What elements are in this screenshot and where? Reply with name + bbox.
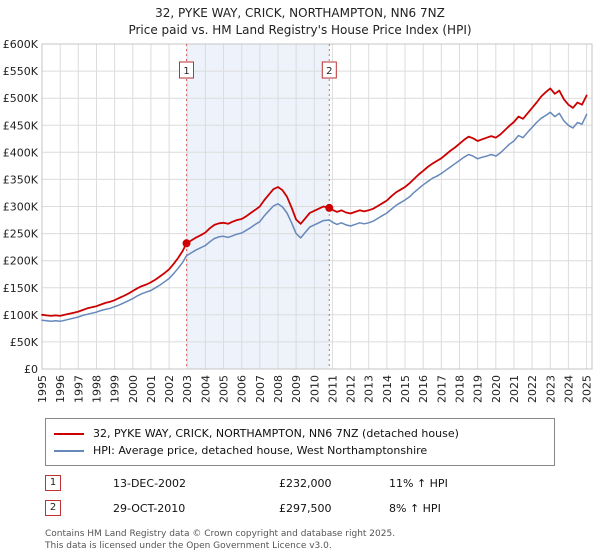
svg-text:£400K: £400K <box>3 146 39 159</box>
attribution-line-1: Contains HM Land Registry data © Crown c… <box>45 529 396 539</box>
chart-legend: 32, PYKE WAY, CRICK, NORTHAMPTON, NN6 7N… <box>45 418 555 466</box>
svg-text:2025: 2025 <box>581 375 594 403</box>
svg-text:£300K: £300K <box>3 201 39 214</box>
svg-text:£100K: £100K <box>3 309 39 322</box>
svg-text:1998: 1998 <box>91 375 104 403</box>
svg-text:2007: 2007 <box>254 375 267 403</box>
svg-text:£450K: £450K <box>3 119 39 132</box>
svg-text:£550K: £550K <box>3 65 39 78</box>
svg-text:2014: 2014 <box>381 375 394 403</box>
svg-text:£350K: £350K <box>3 173 39 186</box>
svg-text:1997: 1997 <box>72 375 85 403</box>
svg-text:£600K: £600K <box>3 38 39 51</box>
svg-text:£200K: £200K <box>3 255 39 268</box>
legend-label-price-paid: 32, PYKE WAY, CRICK, NORTHAMPTON, NN6 7N… <box>93 427 459 440</box>
attribution-footer: Contains HM Land Registry data © Crown c… <box>45 528 600 552</box>
svg-text:£150K: £150K <box>3 282 39 295</box>
grid <box>41 43 592 370</box>
series-lines <box>41 87 588 323</box>
svg-text:2023: 2023 <box>544 375 557 403</box>
transaction-2-hpi-change: 8% ↑ HPI <box>389 501 441 515</box>
svg-text:2018: 2018 <box>454 375 467 403</box>
svg-text:2011: 2011 <box>326 375 339 403</box>
chart-subtitle: Price paid vs. HM Land Registry's House … <box>128 23 472 37</box>
transaction-row-1: 1 13-DEC-2002 £232,000 11% ↑ HPI <box>45 475 600 491</box>
svg-text:£0: £0 <box>24 363 38 376</box>
svg-text:2012: 2012 <box>345 375 358 403</box>
svg-text:£500K: £500K <box>3 92 39 105</box>
svg-text:2020: 2020 <box>490 375 503 403</box>
svg-text:2010: 2010 <box>308 375 321 403</box>
svg-text:2006: 2006 <box>236 375 249 403</box>
hpi-line-swatch <box>54 449 84 452</box>
svg-text:2022: 2022 <box>526 375 539 403</box>
y-axis-labels: £600K £550K £500K £450K £400K £350K £300K £250K… <box>3 38 39 376</box>
chart-header: 32, PYKE WAY, CRICK, NORTHAMPTON, NN6 7N… <box>0 0 600 37</box>
svg-text:1: 1 <box>183 66 189 77</box>
transaction-2-marker-number: 2 <box>45 500 61 516</box>
x-axis-labels: 1995 1996 1997 1998 1999 2000 2001 2002 2003 2004… <box>36 375 594 403</box>
svg-text:2016: 2016 <box>417 375 430 403</box>
legend-item-price-paid: 32, PYKE WAY, CRICK, NORTHAMPTON, NN6 7N… <box>54 425 546 442</box>
svg-text:£250K: £250K <box>3 228 39 241</box>
svg-text:£50K: £50K <box>10 336 39 349</box>
svg-text:2003: 2003 <box>181 375 194 403</box>
svg-text:2004: 2004 <box>199 375 212 403</box>
legend-label-hpi: HPI: Average price, detached house, West… <box>93 444 428 457</box>
svg-text:2021: 2021 <box>508 375 521 403</box>
svg-text:2013: 2013 <box>363 375 376 403</box>
transaction-1-hpi-change: 11% ↑ HPI <box>389 476 448 490</box>
svg-text:2002: 2002 <box>163 375 176 403</box>
transaction-row-2: 2 29-OCT-2010 £297,500 8% ↑ HPI <box>45 500 600 516</box>
svg-text:2: 2 <box>326 66 332 77</box>
svg-text:1996: 1996 <box>54 375 67 403</box>
transaction-1-marker-number: 1 <box>45 475 61 491</box>
svg-text:1999: 1999 <box>109 375 122 403</box>
chart-title: 32, PYKE WAY, CRICK, NORTHAMPTON, NN6 7N… <box>155 6 445 20</box>
svg-text:2000: 2000 <box>127 375 140 403</box>
svg-text:2015: 2015 <box>399 375 412 403</box>
svg-text:1995: 1995 <box>36 375 49 403</box>
transaction-1-price: £232,000 <box>279 476 332 490</box>
svg-text:2019: 2019 <box>472 375 485 403</box>
svg-text:2009: 2009 <box>290 375 303 403</box>
svg-text:2005: 2005 <box>218 375 231 403</box>
svg-text:2024: 2024 <box>562 375 575 403</box>
transaction-2-price: £297,500 <box>279 501 332 515</box>
svg-text:2017: 2017 <box>435 375 448 403</box>
transaction-1-date: 13-DEC-2002 <box>113 476 187 490</box>
legend-item-hpi: HPI: Average price, detached house, West… <box>54 442 546 459</box>
sale-vlines <box>186 44 330 369</box>
sale-markers <box>182 203 334 248</box>
price-chart: £600K £550K £500K £450K £400K £350K £300K £250K… <box>3 38 594 403</box>
transaction-2-date: 29-OCT-2010 <box>113 501 186 515</box>
price-paid-line-swatch <box>54 432 84 435</box>
svg-text:2001: 2001 <box>145 375 158 403</box>
attribution-line-2: This data is licensed under the Open Gov… <box>45 541 332 551</box>
svg-text:2008: 2008 <box>272 375 285 403</box>
